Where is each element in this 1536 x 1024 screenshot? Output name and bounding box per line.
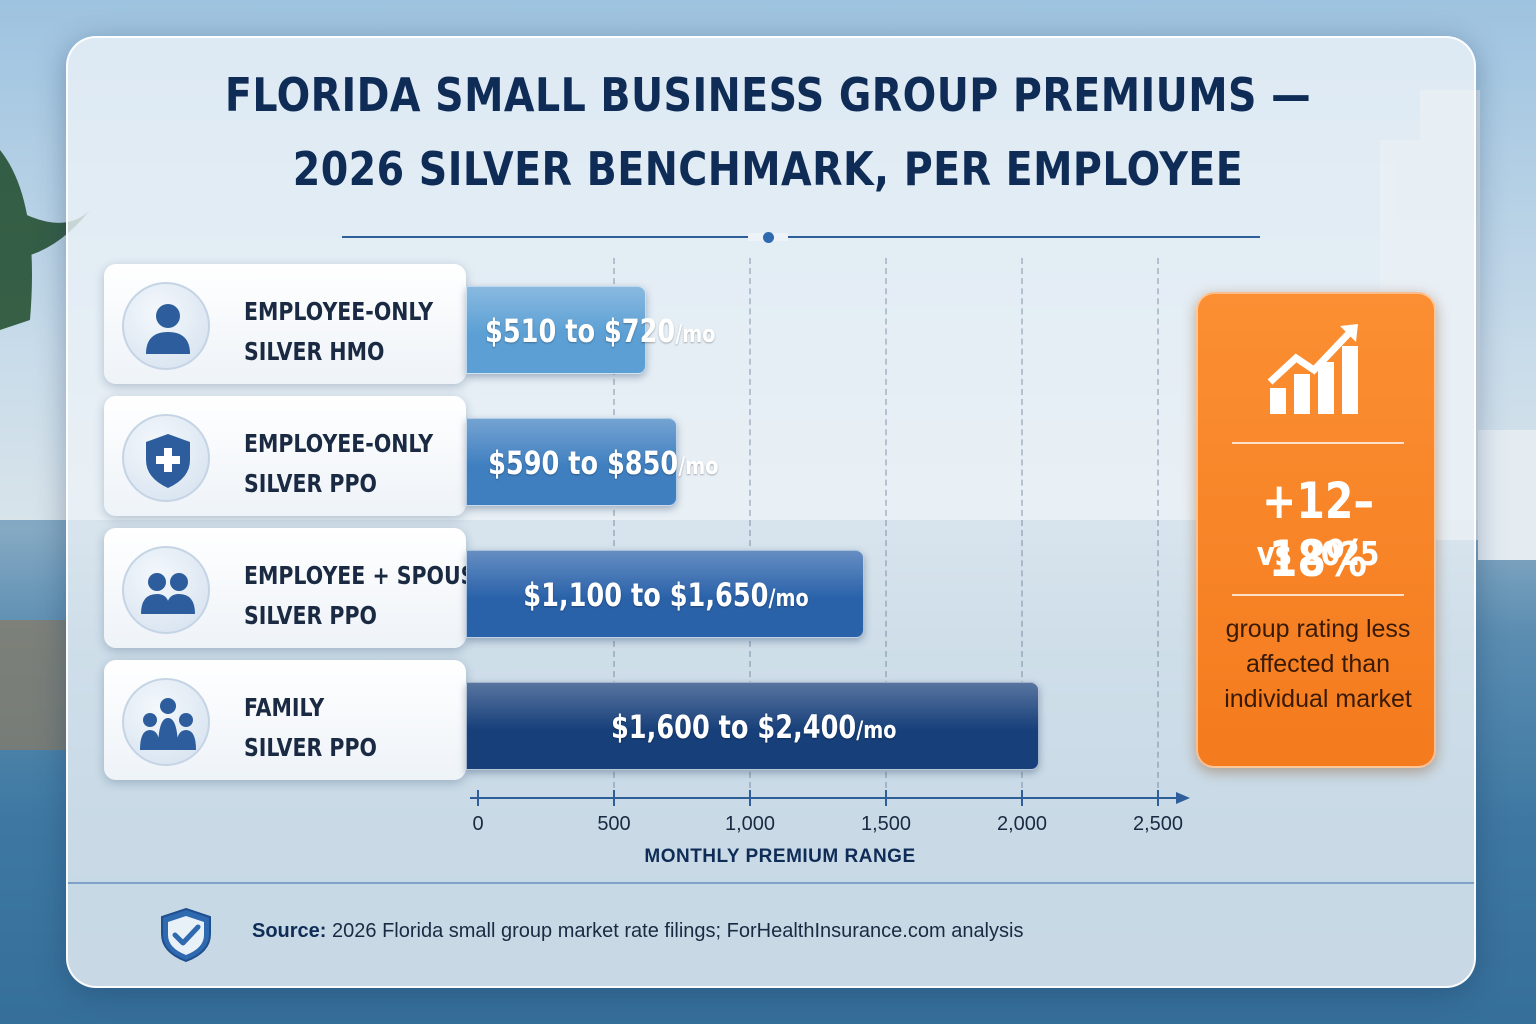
- grid-line: [1021, 258, 1023, 798]
- two-people-icon: [122, 546, 210, 634]
- grid-line: [749, 258, 751, 798]
- category-label: EMPLOYEE + SPOUSE SILVER PPO: [244, 561, 490, 630]
- grid-line: [613, 258, 615, 798]
- bar-value-label: $1,600 to $2,400/mo: [610, 708, 897, 746]
- x-axis-tick: [477, 790, 479, 806]
- premium-range-bar: $1,100 to $1,650/mo: [466, 550, 864, 638]
- person-icon: [122, 282, 210, 370]
- source-label: Source:: [252, 920, 327, 942]
- category-label: EMPLOYEE-ONLY SILVER HMO: [244, 297, 434, 366]
- x-tick-label: 2,500: [1132, 813, 1184, 835]
- x-axis-tick: [613, 790, 615, 806]
- bar-value-label: $590 to $850/mo: [488, 444, 719, 482]
- shield-check-icon: [161, 907, 211, 963]
- x-axis-tick: [885, 790, 887, 806]
- title-divider: [342, 236, 1260, 238]
- callout-divider-top: [1232, 442, 1404, 444]
- source-note: Source: 2026 Florida small group market …: [252, 920, 1023, 943]
- category-label: FAMILY SILVER PPO: [244, 693, 377, 762]
- grid-line: [885, 258, 887, 798]
- x-tick-label: 500: [597, 813, 631, 835]
- premium-range-bar: $510 to $720/mo: [466, 286, 716, 374]
- grid-line: [1157, 258, 1159, 798]
- callout-value: +12–18%: [1262, 472, 1374, 588]
- chart-title-line2: 2026 SILVER BENCHMARK, PER EMPLOYEE: [292, 142, 1244, 196]
- x-axis-tick: [749, 790, 751, 806]
- callout-comparison: vs 2025: [1256, 534, 1380, 573]
- chart-title-line1: FLORIDA SMALL BUSINESS GROUP PREMIUMS —: [224, 68, 1312, 122]
- source-text: 2026 Florida small group market rate fil…: [332, 920, 1024, 942]
- shield-plus-icon: [122, 414, 210, 502]
- x-axis-title: MONTHLY PREMIUM RANGE: [644, 846, 916, 867]
- x-tick-label: 2,000: [996, 813, 1048, 835]
- bar-value-label: $510 to $720/mo: [485, 312, 716, 350]
- x-axis-tick: [1021, 790, 1023, 806]
- x-tick-label: 1,500: [860, 813, 912, 835]
- family-icon: [122, 678, 210, 766]
- x-axis-arrow-icon: [1176, 792, 1190, 804]
- callout-divider-bottom: [1232, 594, 1404, 596]
- x-tick-label: 1,000: [724, 813, 776, 835]
- category-card-employee-only-hmo: EMPLOYEE-ONLY SILVER HMO: [104, 264, 466, 384]
- callout-note: group rating less affected than individu…: [1224, 615, 1412, 713]
- category-label: EMPLOYEE-ONLY SILVER PPO: [244, 429, 434, 498]
- premium-range-bar: $1,600 to $2,400/mo: [466, 682, 1040, 770]
- bar-value-label: $1,100 to $1,650/mo: [523, 576, 809, 614]
- premium-range-bar: $590 to $850/mo: [466, 418, 719, 506]
- category-card-family-ppo: FAMILY SILVER PPO: [104, 660, 466, 780]
- x-tick-label: 0: [472, 813, 484, 835]
- title-divider-dot: [763, 232, 774, 243]
- x-axis-tick: [1157, 790, 1159, 806]
- trending-up-chart-icon: [1267, 324, 1358, 414]
- x-axis-line: [470, 797, 1178, 799]
- increase-callout: +12–18% vs 2025 group rating less affect…: [1196, 292, 1436, 768]
- category-card-employee-spouse-ppo: EMPLOYEE + SPOUSE SILVER PPO: [104, 528, 490, 648]
- category-card-employee-only-ppo: EMPLOYEE-ONLY SILVER PPO: [104, 396, 466, 516]
- footer-divider: [68, 882, 1474, 884]
